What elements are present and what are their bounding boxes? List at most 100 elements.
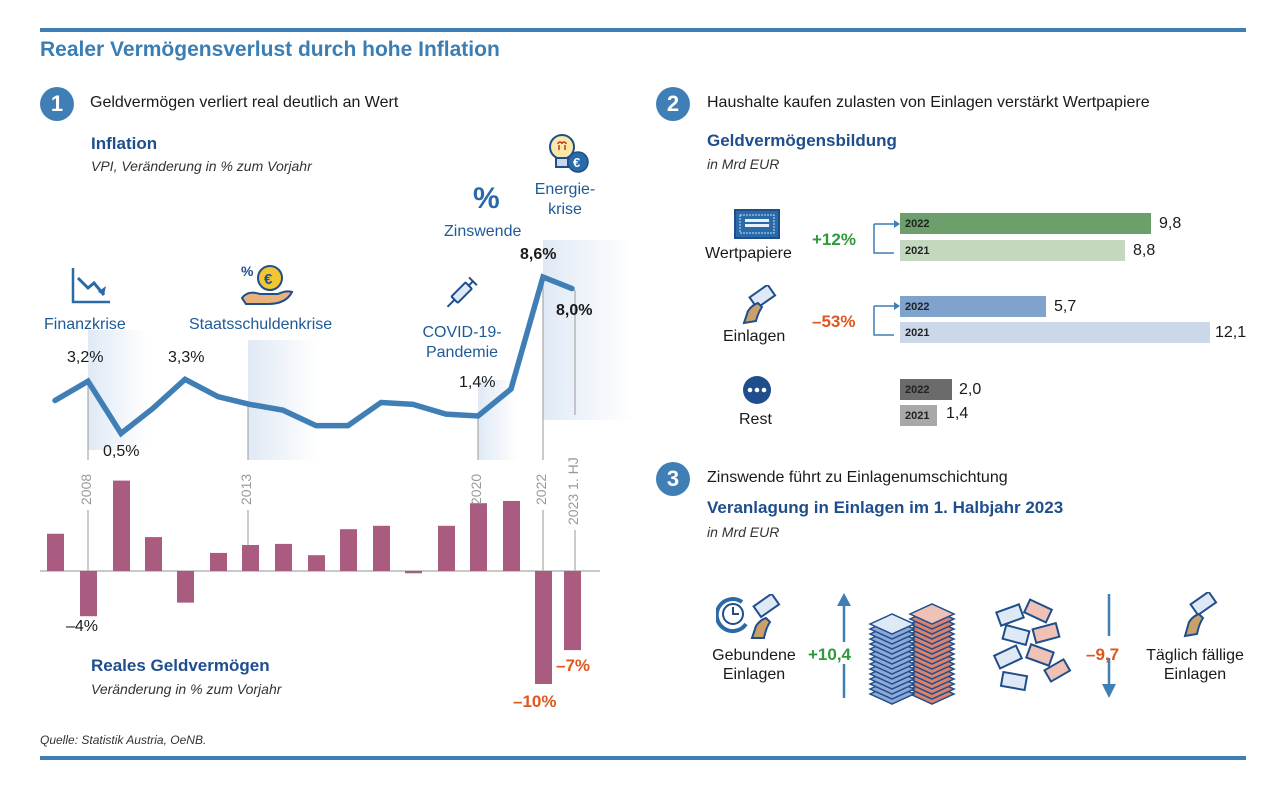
bar-wertpapiere-2022: 2022 — [900, 213, 1151, 234]
tick-2023: 2023 1. HJ — [565, 457, 581, 525]
bar-rest-2021: 2021 — [900, 405, 937, 426]
event-covid-line1: COVID-19- — [422, 324, 502, 341]
gvb-title: Geldvermögensbildung — [707, 131, 897, 150]
value-einlagen-2022: 5,7 — [1054, 298, 1077, 315]
section-2-badge: 2 — [656, 87, 690, 121]
clock-hand-banknote-icon — [716, 594, 781, 639]
bracket-arrow-einlagen — [873, 302, 900, 336]
label-2023: 8,0% — [556, 302, 593, 319]
event-energie-line1: Energie- — [534, 181, 596, 198]
svg-text:€: € — [573, 155, 580, 170]
bar-2014 — [275, 543, 292, 571]
bar-2023 1. HJ — [564, 571, 581, 651]
inflation-subtitle: VPI, Veränderung in % zum Vorjahr — [91, 158, 312, 174]
bar-2020 — [470, 503, 487, 571]
section-1-badge: 1 — [40, 87, 74, 121]
bar-2022 — [535, 571, 552, 684]
bar-2010 — [145, 537, 162, 571]
event-covid-line2: Pandemie — [425, 344, 499, 361]
event-staatsschuldenkrise: Staatsschuldenkrise — [189, 316, 333, 333]
source-note: Quelle: Statistik Austria, OeNB. — [40, 733, 207, 747]
svg-text:€: € — [264, 271, 273, 288]
section-1-heading: Geldvermögen verliert real deutlich an W… — [90, 94, 399, 111]
tick-2008: 2008 — [78, 473, 94, 505]
bar-2008 — [80, 571, 97, 617]
svg-text:%: % — [241, 263, 254, 279]
value-einlagen-2021: 12,1 — [1215, 324, 1247, 341]
real-wealth-title: Reales Geldvermögen — [91, 656, 270, 675]
event-finanzkrise: Finanzkrise — [44, 316, 126, 333]
event-zinswende: Zinswende — [444, 223, 522, 240]
veranlagung-subtitle: in Mrd EUR — [707, 524, 780, 540]
inflation-line — [52, 273, 575, 438]
bar-2016 — [340, 529, 357, 571]
scattered-banknotes-icon — [992, 598, 1072, 692]
bar-2021 — [503, 500, 520, 571]
bar-2009 — [113, 480, 130, 571]
bar-2012 — [210, 552, 227, 571]
glow-2013 — [248, 340, 318, 460]
event-energiekrise: Energie- krise — [534, 180, 596, 220]
tick-2020: 2020 — [468, 473, 484, 505]
taeglich-label: Täglich fällige Einlagen — [1130, 646, 1260, 684]
securities-certificate-icon — [734, 209, 780, 239]
percent-icon: % — [473, 182, 500, 215]
bar-2017 — [373, 525, 390, 571]
section-2-heading: Haushalte kaufen zulasten von Einlagen v… — [707, 94, 1150, 111]
tick-2013: 2013 — [238, 473, 254, 505]
inflation-title: Inflation — [91, 134, 158, 153]
bar-wertpapiere-2021: 2021 — [900, 240, 1125, 261]
bar-label-2022: –10% — [513, 692, 557, 711]
bar-label-2008: –4% — [66, 618, 99, 635]
gvb-subtitle: in Mrd EUR — [707, 156, 780, 172]
section-3-badge: 3 — [656, 462, 690, 496]
banknote-stacks-icon — [868, 603, 956, 705]
change-wertpapiere: +12% — [812, 230, 856, 249]
label-2009: 0,5% — [103, 443, 140, 460]
value-rest-2022: 2,0 — [959, 381, 982, 398]
year-marker-lines — [87, 277, 576, 571]
hand-euro-coin-icon: % € — [240, 263, 294, 305]
value-wertpapiere-2022: 9,8 — [1159, 215, 1182, 232]
taeglich-label-line1: Täglich fällige — [1146, 647, 1244, 664]
bar-2007 — [47, 533, 64, 571]
bar-2018 — [405, 571, 422, 574]
gebundene-label: Gebundene Einlagen — [704, 646, 804, 684]
taeglich-value: –9,7 — [1086, 645, 1120, 664]
bar-2013 — [242, 545, 259, 571]
glow-2022 — [543, 240, 633, 420]
label-2020: 1,4% — [459, 374, 496, 391]
section-3-heading: Zinswende führt zu Einlagenumschichtung — [707, 469, 1008, 486]
event-covid: COVID-19- Pandemie — [414, 323, 510, 363]
taeglich-label-line2: Einlagen — [1163, 666, 1227, 684]
falling-chart-icon — [71, 268, 110, 304]
arrow-up-icon — [837, 593, 851, 698]
glow-2020 — [478, 380, 518, 460]
label-2008: 3,2% — [67, 349, 104, 366]
syringe-icon — [446, 276, 478, 308]
veranlagung-title: Veranlagung in Einlagen im 1. Halbjahr 2… — [707, 498, 1064, 517]
real-wealth-subtitle: Veränderung in % zum Vorjahr — [91, 681, 282, 697]
gebundene-label-line2: Einlagen — [722, 666, 786, 684]
top-rule — [40, 28, 1246, 32]
arrow-down-icon — [1102, 594, 1116, 698]
hand-banknote-icon-right — [1183, 592, 1218, 638]
real-wealth-bars — [47, 480, 581, 684]
lightbulb-euro-icon: € — [549, 134, 589, 173]
gebundene-label-line1: Gebundene — [712, 647, 796, 664]
bar-einlagen-2021: 2021 — [900, 322, 1210, 343]
bar-2019 — [438, 525, 455, 571]
row-label-wertpapiere: Wertpapiere — [705, 245, 792, 262]
bar-rest-2022: 2022 — [900, 379, 952, 400]
row-label-rest: Rest — [739, 411, 772, 428]
label-2022: 8,6% — [520, 246, 557, 263]
more-dots-icon — [743, 376, 771, 404]
value-wertpapiere-2021: 8,8 — [1133, 242, 1156, 259]
event-energie-line2: krise — [548, 201, 582, 218]
bar-2011 — [177, 571, 194, 603]
gebundene-value: +10,4 — [808, 645, 852, 664]
section-1-charts — [40, 273, 600, 684]
label-2011: 3,3% — [168, 349, 205, 366]
row-label-einlagen: Einlagen — [723, 328, 786, 345]
bar-2015 — [308, 555, 325, 571]
